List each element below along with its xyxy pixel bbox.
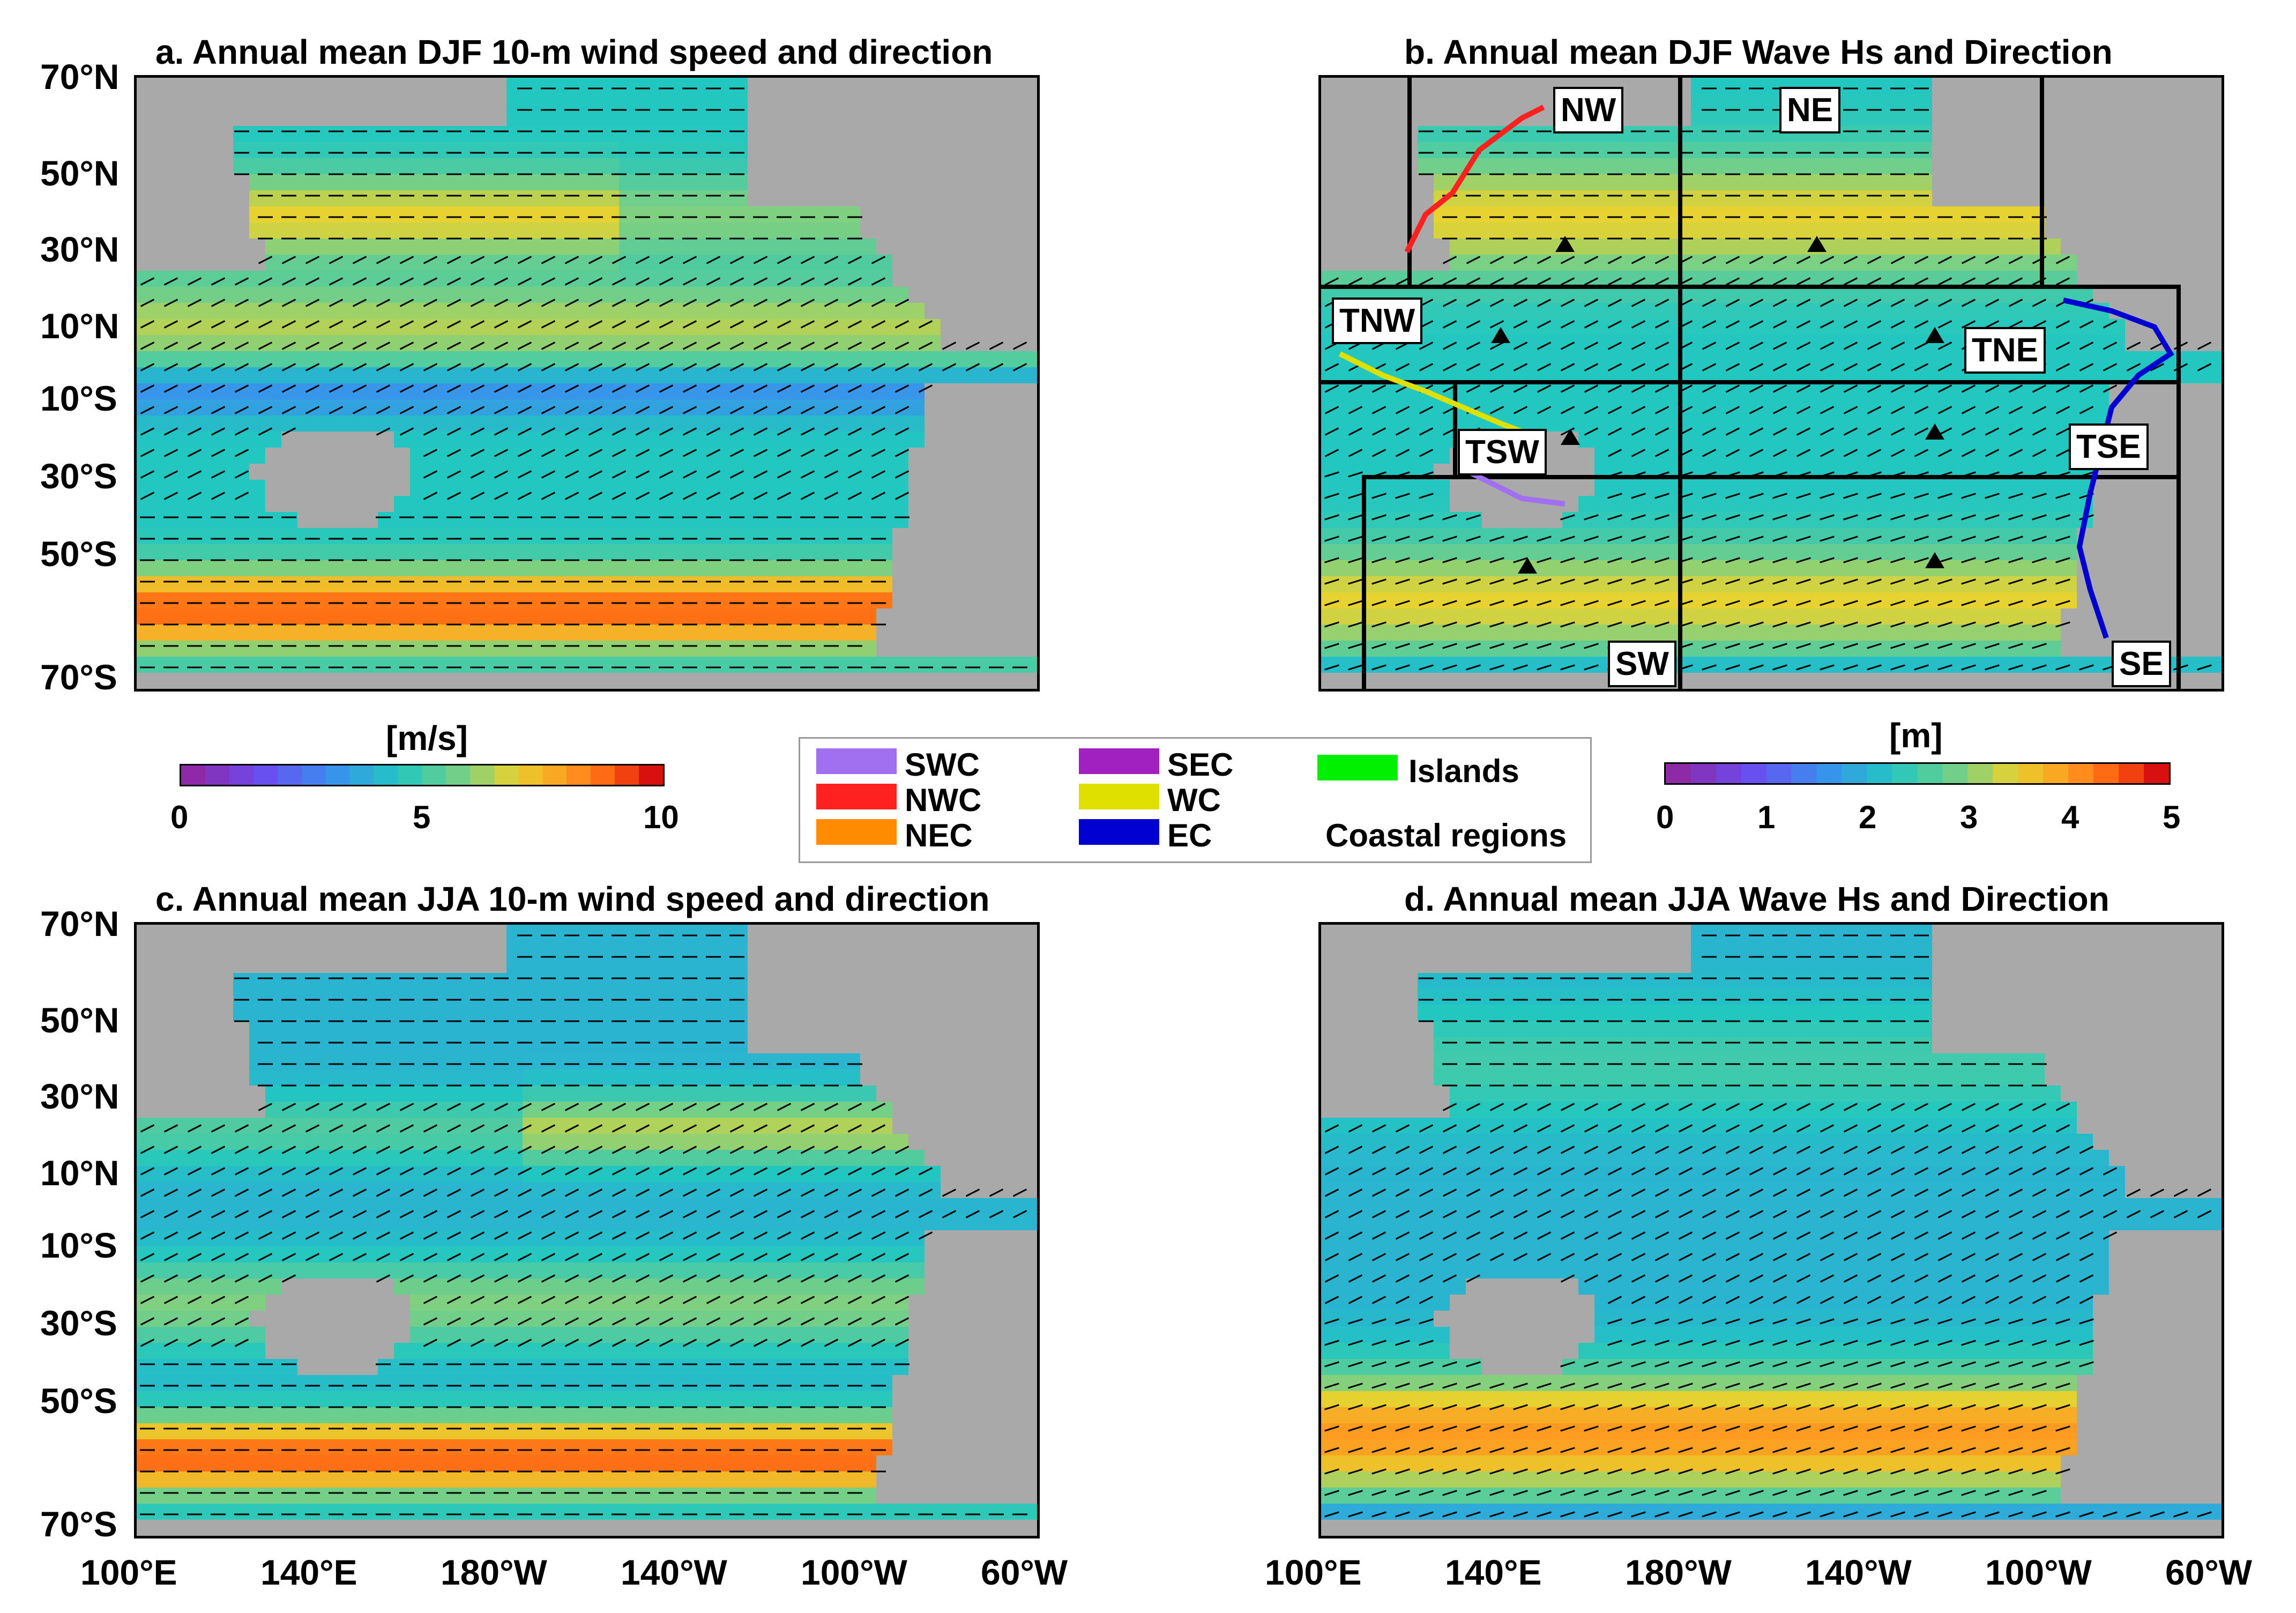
legend-title: Coastal regions <box>1325 817 1567 853</box>
lat-tick-label: 30°N <box>40 229 120 269</box>
legend-swatch-nec <box>816 819 897 845</box>
region-label-sw: SW <box>1608 641 1676 687</box>
region-label-nw: NW <box>1553 87 1624 133</box>
lon-tick-label: 60°W <box>981 1552 1068 1592</box>
panel-a-map <box>134 75 1040 692</box>
panel-d-map <box>1318 922 2224 1538</box>
lon-tick-label: 140°E <box>260 1552 357 1592</box>
panel-b-map <box>1318 75 2224 692</box>
wind-colorbar-tick: 0 <box>170 799 189 835</box>
lat-tick-label: 30°N <box>40 1076 120 1116</box>
lon-tick-label: 100°W <box>801 1552 907 1592</box>
lon-tick-label: 60°W <box>2165 1552 2253 1592</box>
lat-tick-label: 10°N <box>40 1153 120 1193</box>
lon-tick-label: 180°W <box>1625 1552 1732 1592</box>
panel-a-title: a. Annual mean DJF 10-m wind speed and d… <box>155 33 993 71</box>
lat-tick-label: 50°S <box>40 534 117 574</box>
wave-colorbar-tick: 2 <box>1859 799 1877 835</box>
coastal-regions-legend: SWC NWC NEC SEC WC EC Islands Coastal re… <box>799 737 1592 863</box>
panel-b-wave-field <box>1321 78 2222 689</box>
wind-colorbar-unit: [m/s] <box>386 719 468 757</box>
wind-colorbar-tick: 5 <box>413 799 431 835</box>
panel-d-wave-field <box>1321 925 2222 1536</box>
lat-tick-label: 50°S <box>40 1381 117 1421</box>
wave-colorbar-tick: 0 <box>1656 799 1674 835</box>
lon-tick-label: 100°E <box>80 1552 177 1592</box>
legend-swatch-ec <box>1079 819 1159 845</box>
legend-label-islands: Islands <box>1408 753 1519 789</box>
panel-a-wind-field <box>137 78 1037 689</box>
lat-tick-label: 70°N <box>40 57 120 96</box>
legend-swatch-swc <box>816 748 897 774</box>
legend-swatch-wc <box>1079 784 1159 809</box>
region-label-tne: TNE <box>1964 327 2046 374</box>
legend-label-ec: EC <box>1167 817 1212 853</box>
lat-tick-label: 50°N <box>40 153 120 193</box>
wave-colorbar <box>1664 762 2171 785</box>
wave-colorbar-tick: 1 <box>1757 799 1776 835</box>
panel-d-title: d. Annual mean JJA Wave Hs and Direction <box>1404 880 2109 918</box>
lon-tick-label: 140°W <box>621 1552 727 1592</box>
legend-label-sec: SEC <box>1167 747 1234 783</box>
wind-colorbar-tick: 10 <box>643 799 679 835</box>
wind-colorbar <box>180 764 665 786</box>
legend-label-nec: NEC <box>905 817 973 853</box>
region-label-tsw: TSW <box>1458 429 1547 475</box>
region-label-ne: NE <box>1779 87 1841 133</box>
lat-tick-label: 10°S <box>40 378 117 418</box>
lat-tick-label: 70°S <box>40 1504 117 1544</box>
panel-c-wind-field <box>137 925 1037 1536</box>
lat-tick-label: 10°N <box>40 306 120 346</box>
region-label-se: SE <box>2112 641 2171 687</box>
lat-tick-label: 70°N <box>40 904 120 943</box>
legend-label-wc: WC <box>1167 782 1221 818</box>
lat-tick-label: 30°S <box>40 456 117 496</box>
region-label-tnw: TNW <box>1332 298 1423 344</box>
legend-swatch-sec <box>1079 748 1159 774</box>
region-label-tse: TSE <box>2069 423 2149 470</box>
legend-swatch-islands <box>1317 755 1398 781</box>
legend-label-nwc: NWC <box>905 782 982 818</box>
lon-tick-label: 140°E <box>1445 1552 1542 1592</box>
wave-colorbar-tick: 3 <box>1960 799 1978 835</box>
panel-c-title: c. Annual mean JJA 10-m wind speed and d… <box>155 880 990 918</box>
lon-tick-label: 180°W <box>441 1552 547 1592</box>
lat-tick-label: 10°S <box>40 1225 117 1265</box>
panel-b-title: b. Annual mean DJF Wave Hs and Direction <box>1404 33 2113 71</box>
wave-colorbar-unit: [m] <box>1889 716 1943 755</box>
lon-tick-label: 100°E <box>1265 1552 1362 1592</box>
panel-c-map <box>134 922 1040 1538</box>
lon-tick-label: 100°W <box>1985 1552 2092 1592</box>
wave-colorbar-tick: 4 <box>2061 799 2079 835</box>
lat-tick-label: 70°S <box>40 657 117 697</box>
lon-tick-label: 140°W <box>1805 1552 1912 1592</box>
legend-label-swc: SWC <box>905 747 980 783</box>
lat-tick-label: 30°S <box>40 1303 117 1343</box>
wave-colorbar-tick: 5 <box>2163 799 2181 835</box>
lat-tick-label: 50°N <box>40 1000 120 1040</box>
legend-swatch-nwc <box>816 784 897 809</box>
